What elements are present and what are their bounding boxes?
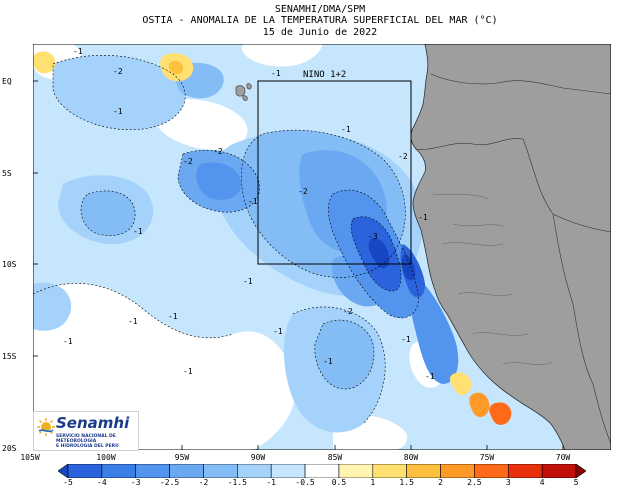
sst-anomaly-map: NINO 1+2 -1-2-2-1-1-2-2-1-1-2-1-1-1-1-3-… — [33, 44, 611, 450]
contour-label: -2 — [113, 67, 123, 76]
lon-tick-95w: 95W — [174, 453, 190, 462]
contour-label-layer: -1 -2 -2 -1 -1 -2 -2 -1 -1 -2 -1 -1 -1 -1 -3 -2 -1 -1 -1 -1… — [63, 47, 435, 381]
logo-name: Senamhi — [56, 414, 130, 432]
lon-tick-105w: 105W — [20, 453, 40, 462]
anomaly-band-6 — [368, 238, 416, 281]
colorbar-swatch — [237, 464, 272, 478]
colorbar-label: 0.5 — [331, 478, 347, 487]
colorbar-swatch — [304, 464, 340, 478]
title-agency: SENAMHI/DMA/SPM — [274, 4, 366, 15]
colorbar-label: 2.5 — [467, 478, 482, 487]
colorbar-arrow-right — [575, 464, 586, 478]
department-borders — [432, 193, 554, 365]
land-south-america — [410, 44, 611, 450]
colorbar-label: 4 — [539, 478, 545, 487]
colorbar-label: 3 — [505, 478, 511, 487]
contour-label: -2 — [298, 187, 308, 196]
colorbar-swatch — [135, 464, 170, 478]
colorbar — [58, 464, 586, 478]
contour-label: -1 — [418, 213, 428, 222]
colorbar-swatch — [169, 464, 204, 478]
colorbar-swatch — [372, 464, 407, 478]
nino-1-2-label: NINO 1+2 — [303, 70, 346, 80]
lat-tick-20s: 20S — [2, 444, 17, 453]
contour-label: -1 — [425, 372, 435, 381]
colorbar-label: -2 — [198, 478, 209, 487]
lat-tick-15s: 15S — [2, 352, 17, 361]
contour-label: -1 — [248, 197, 258, 206]
contour-label: -1 — [168, 312, 178, 321]
contour-label: -1 — [401, 335, 411, 344]
neutral-anomaly-patches — [33, 44, 446, 450]
contour-label: -1 — [341, 125, 351, 134]
title-product: OSTIA - ANOMALIA DE LA TEMPERATURA SUPER… — [142, 15, 498, 26]
colorbar-label: -1 — [266, 478, 277, 487]
contour-label: -1 — [323, 357, 333, 366]
title-date: 15 de Junio de 2022 — [262, 27, 378, 38]
lat-tick-5s: 5S — [2, 169, 12, 178]
contour-label: -1 — [183, 367, 193, 376]
lon-tick-70w: 70W — [555, 453, 571, 462]
colorbar-swatch — [507, 464, 543, 478]
colorbar-label: 1.5 — [399, 478, 414, 487]
contour-label: -1 — [273, 327, 283, 336]
senamhi-logo: Senamhi SERVICIO NACIONAL DE METEOROLOGI… — [33, 411, 139, 451]
contour-label: -1 — [243, 277, 253, 286]
contour-label: -3 — [368, 232, 378, 241]
logo-subtitle: SERVICIO NACIONAL DE METEOROLOGIA E HIDR… — [56, 434, 138, 449]
contour-label: -1 — [271, 69, 281, 78]
lon-tick-80w: 80W — [403, 453, 419, 462]
lon-tick-90w: 90W — [250, 453, 266, 462]
lon-tick-75w: 75W — [479, 453, 495, 462]
contour-label: -1 — [63, 337, 73, 346]
contour-label: -1 — [113, 107, 123, 116]
country-borders — [414, 73, 611, 445]
anomaly-contours — [33, 55, 419, 425]
lat-tick-eq: EQ — [2, 77, 12, 86]
contour-label: -1 — [73, 47, 83, 56]
lon-tick-100w: 100W — [96, 453, 116, 462]
contour-label: -1 — [133, 227, 143, 236]
colorbar-label: 5 — [573, 478, 579, 487]
nino-1-2-region-box — [257, 80, 412, 265]
colorbar-swatch — [101, 464, 137, 478]
colorbar-swatch — [270, 464, 306, 478]
colorbar-swatch — [541, 464, 577, 478]
contour-label: -1 — [128, 317, 138, 326]
colorbar-swatch — [67, 464, 103, 478]
colorbar-label: 2 — [438, 478, 443, 487]
colorbar-label: -4 — [97, 478, 107, 487]
axis-tick-marks — [33, 80, 564, 450]
galapagos-islands — [235, 83, 252, 101]
contour-label: -2 — [343, 307, 353, 316]
sun-logo-icon — [37, 418, 55, 436]
contour-label: -2 — [213, 147, 223, 156]
colorbar-label: -3 — [130, 478, 141, 487]
lon-tick-85w: 85W — [327, 453, 343, 462]
colorbar-label: 1 — [370, 478, 376, 487]
colorbar-swatch — [474, 464, 509, 478]
warm-anomaly-spots — [33, 51, 512, 425]
contour-label: -2 — [183, 157, 193, 166]
colorbar-swatch — [440, 464, 475, 478]
logo-subtitle-line-2: E HIDROLOGIA DEL PERU — [56, 444, 119, 449]
colorbar-swatch — [338, 464, 374, 478]
logo-subtitle-line-1: SERVICIO NACIONAL DE METEOROLOGIA — [56, 434, 116, 444]
colorbar-label: -2.5 — [159, 478, 180, 487]
colorbar-arrow-left — [58, 464, 69, 478]
colorbar-swatch — [203, 464, 238, 478]
colorbar-label: -1.5 — [227, 478, 247, 487]
contour-label: -2 — [398, 152, 408, 161]
colorbar-label: -5 — [63, 478, 73, 487]
colorbar-swatch — [406, 464, 441, 478]
colorbar-label: -0.5 — [295, 478, 315, 487]
lat-tick-10s: 10S — [2, 260, 17, 269]
